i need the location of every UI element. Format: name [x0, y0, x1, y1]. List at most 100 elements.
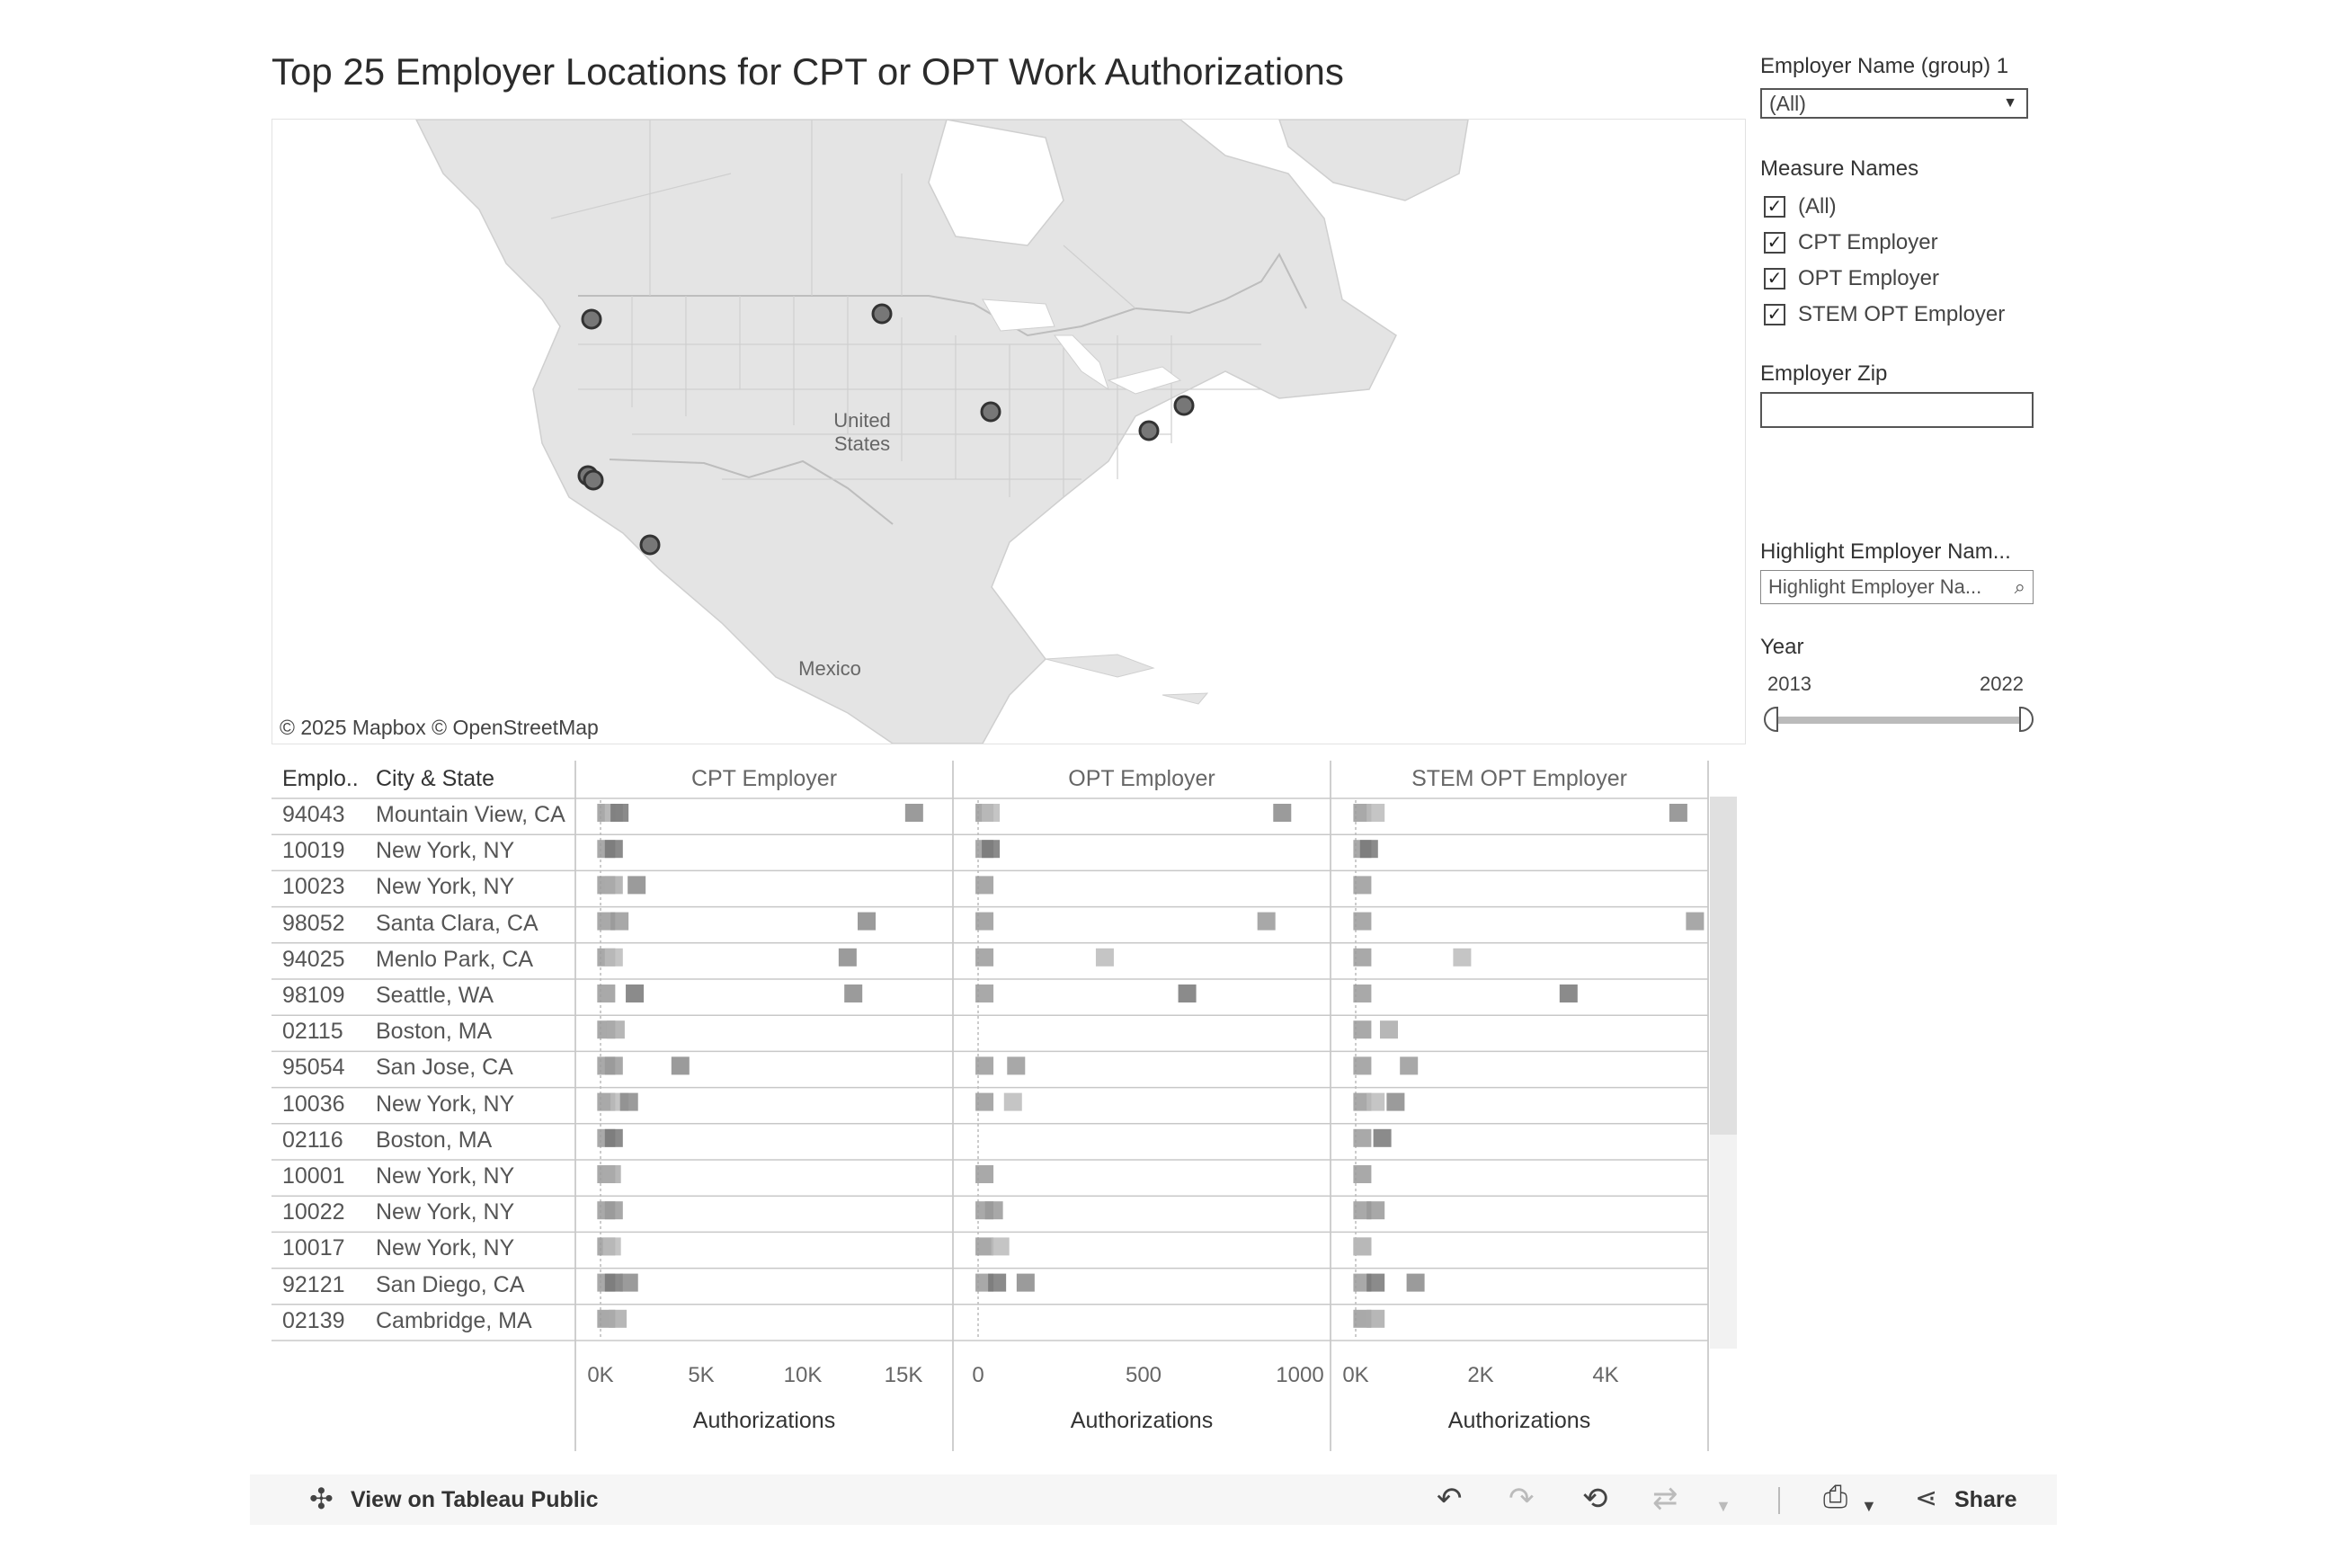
map-marker-7[interactable] [639, 534, 661, 556]
refresh-caret-down-icon[interactable]: ▼ [1715, 1497, 1731, 1515]
chart-mark[interactable] [1400, 1056, 1419, 1075]
chart-mark[interactable] [628, 876, 646, 895]
chart-mark[interactable] [597, 984, 616, 1002]
chart-mark[interactable] [1366, 1309, 1385, 1328]
chart-mark[interactable] [604, 948, 623, 967]
chart-mark[interactable] [1003, 1092, 1022, 1111]
view-on-tableau-link[interactable]: View on Tableau Public [351, 1487, 599, 1512]
chart-mark[interactable] [975, 984, 994, 1002]
chart-mark[interactable] [1353, 1020, 1372, 1039]
chart-mark[interactable] [975, 1056, 994, 1075]
map-view[interactable]: United States Mexico © 2025 Mapbox © Open… [271, 119, 1746, 744]
chart-mark[interactable] [610, 912, 629, 931]
chart-mark[interactable] [610, 804, 629, 822]
chart-mark[interactable] [1353, 876, 1372, 895]
chart-mark[interactable] [1406, 1273, 1425, 1292]
chart-mark[interactable] [1353, 1056, 1372, 1075]
chart-mark[interactable] [1007, 1056, 1026, 1075]
chart-mark[interactable] [1559, 984, 1578, 1002]
chart-mark[interactable] [1366, 1201, 1385, 1220]
chart-mark[interactable] [604, 1128, 623, 1147]
column-header-zip[interactable]: Emplo.. [282, 766, 359, 791]
chart-mark[interactable] [1016, 1273, 1035, 1292]
map-marker-1[interactable] [871, 303, 893, 325]
table-scrollbar-thumb[interactable] [1710, 797, 1737, 1135]
map-marker-4[interactable] [1138, 420, 1160, 441]
checkbox-icon[interactable]: ✓ [1764, 232, 1785, 254]
map-marker-0[interactable] [581, 308, 602, 330]
year-slider-min-handle[interactable] [1764, 707, 1778, 732]
chart-mark[interactable] [609, 1309, 628, 1328]
column-header-city[interactable]: City & State [376, 766, 494, 791]
chart-mark[interactable] [975, 912, 994, 931]
chart-mark[interactable] [626, 984, 645, 1002]
chart-mark[interactable] [1453, 948, 1472, 967]
map-markers[interactable] [272, 120, 1745, 744]
download-icon[interactable]: ⎙ [1823, 1480, 1848, 1514]
map-credit[interactable]: © 2025 Mapbox © OpenStreetMap [280, 716, 599, 739]
share-icon[interactable]: ⋖ [1915, 1483, 1938, 1513]
chart-mark[interactable] [975, 1092, 994, 1111]
redo-icon[interactable]: ↷ [1509, 1482, 1535, 1516]
chart-mark[interactable] [1353, 912, 1372, 931]
checkbox-icon[interactable]: ✓ [1764, 268, 1785, 290]
employer-name-dropdown[interactable]: (All) ▼ [1760, 88, 2028, 119]
chart-mark[interactable] [982, 804, 1001, 822]
chart-mark[interactable] [1353, 1165, 1372, 1183]
chart-mark[interactable] [1353, 984, 1372, 1002]
refresh-icon[interactable]: ⇄ [1652, 1482, 1678, 1516]
chart-mark[interactable] [1353, 1128, 1372, 1147]
chart-mark[interactable] [619, 1092, 638, 1111]
download-caret-down-icon[interactable]: ▼ [1861, 1497, 1877, 1515]
chart-mark[interactable] [1386, 1092, 1405, 1111]
share-button[interactable]: Share [1954, 1487, 2017, 1512]
chart-mark[interactable] [604, 1056, 623, 1075]
chart-mark[interactable] [904, 804, 923, 822]
chart-mark[interactable] [975, 948, 994, 967]
chart-mark[interactable] [838, 948, 857, 967]
chart-mark[interactable] [1273, 804, 1292, 822]
employer-zip-input[interactable] [1760, 392, 2034, 428]
highlight-employer-search[interactable]: Highlight Employer Na... ⌕ [1760, 570, 2034, 604]
measure-option-1[interactable]: ✓ CPT Employer [1764, 225, 2005, 261]
chart-mark[interactable] [975, 1165, 994, 1183]
chart-mark[interactable] [1366, 1273, 1385, 1292]
year-slider-track[interactable] [1773, 717, 2025, 724]
chart-mark[interactable] [991, 1237, 1010, 1256]
chart-mark[interactable] [1095, 948, 1114, 967]
measure-option-0[interactable]: ✓ (All) [1764, 189, 2005, 225]
chart-mark[interactable] [606, 1020, 625, 1039]
revert-icon[interactable]: ⟲ [1582, 1482, 1608, 1516]
chart-mark[interactable] [975, 876, 994, 895]
chart-mark[interactable] [1257, 912, 1276, 931]
chart-mark[interactable] [1366, 804, 1385, 822]
chart-mark[interactable] [604, 876, 623, 895]
chart-mark[interactable] [858, 912, 876, 931]
undo-icon[interactable]: ↶ [1437, 1482, 1463, 1516]
chart-mark[interactable] [982, 840, 1001, 859]
chart-mark[interactable] [671, 1056, 690, 1075]
measure-option-3[interactable]: ✓ STEM OPT Employer [1764, 297, 2005, 333]
chart-mark[interactable] [602, 1237, 621, 1256]
chart-mark[interactable] [1366, 1092, 1385, 1111]
chart-mark[interactable] [844, 984, 863, 1002]
measure-option-2[interactable]: ✓ OPT Employer [1764, 261, 2005, 297]
map-marker-6[interactable] [583, 469, 604, 491]
chart-mark[interactable] [988, 1273, 1007, 1292]
chart-mark[interactable] [1178, 984, 1197, 1002]
chart-mark[interactable] [1353, 948, 1372, 967]
chart-mark[interactable] [1669, 804, 1687, 822]
checkbox-icon[interactable]: ✓ [1764, 196, 1785, 218]
checkbox-icon[interactable]: ✓ [1764, 304, 1785, 325]
chart-mark[interactable] [1359, 840, 1378, 859]
chart-mark[interactable] [1373, 1128, 1392, 1147]
chart-mark[interactable] [604, 840, 623, 859]
chart-mark[interactable] [619, 1273, 638, 1292]
chart-mark[interactable] [604, 1201, 623, 1220]
chart-mark[interactable] [1380, 1020, 1398, 1039]
map-marker-2[interactable] [980, 401, 1001, 423]
chart-mark[interactable] [604, 1273, 623, 1292]
map-marker-3[interactable] [1173, 395, 1195, 416]
chart-mark[interactable] [602, 1165, 621, 1183]
